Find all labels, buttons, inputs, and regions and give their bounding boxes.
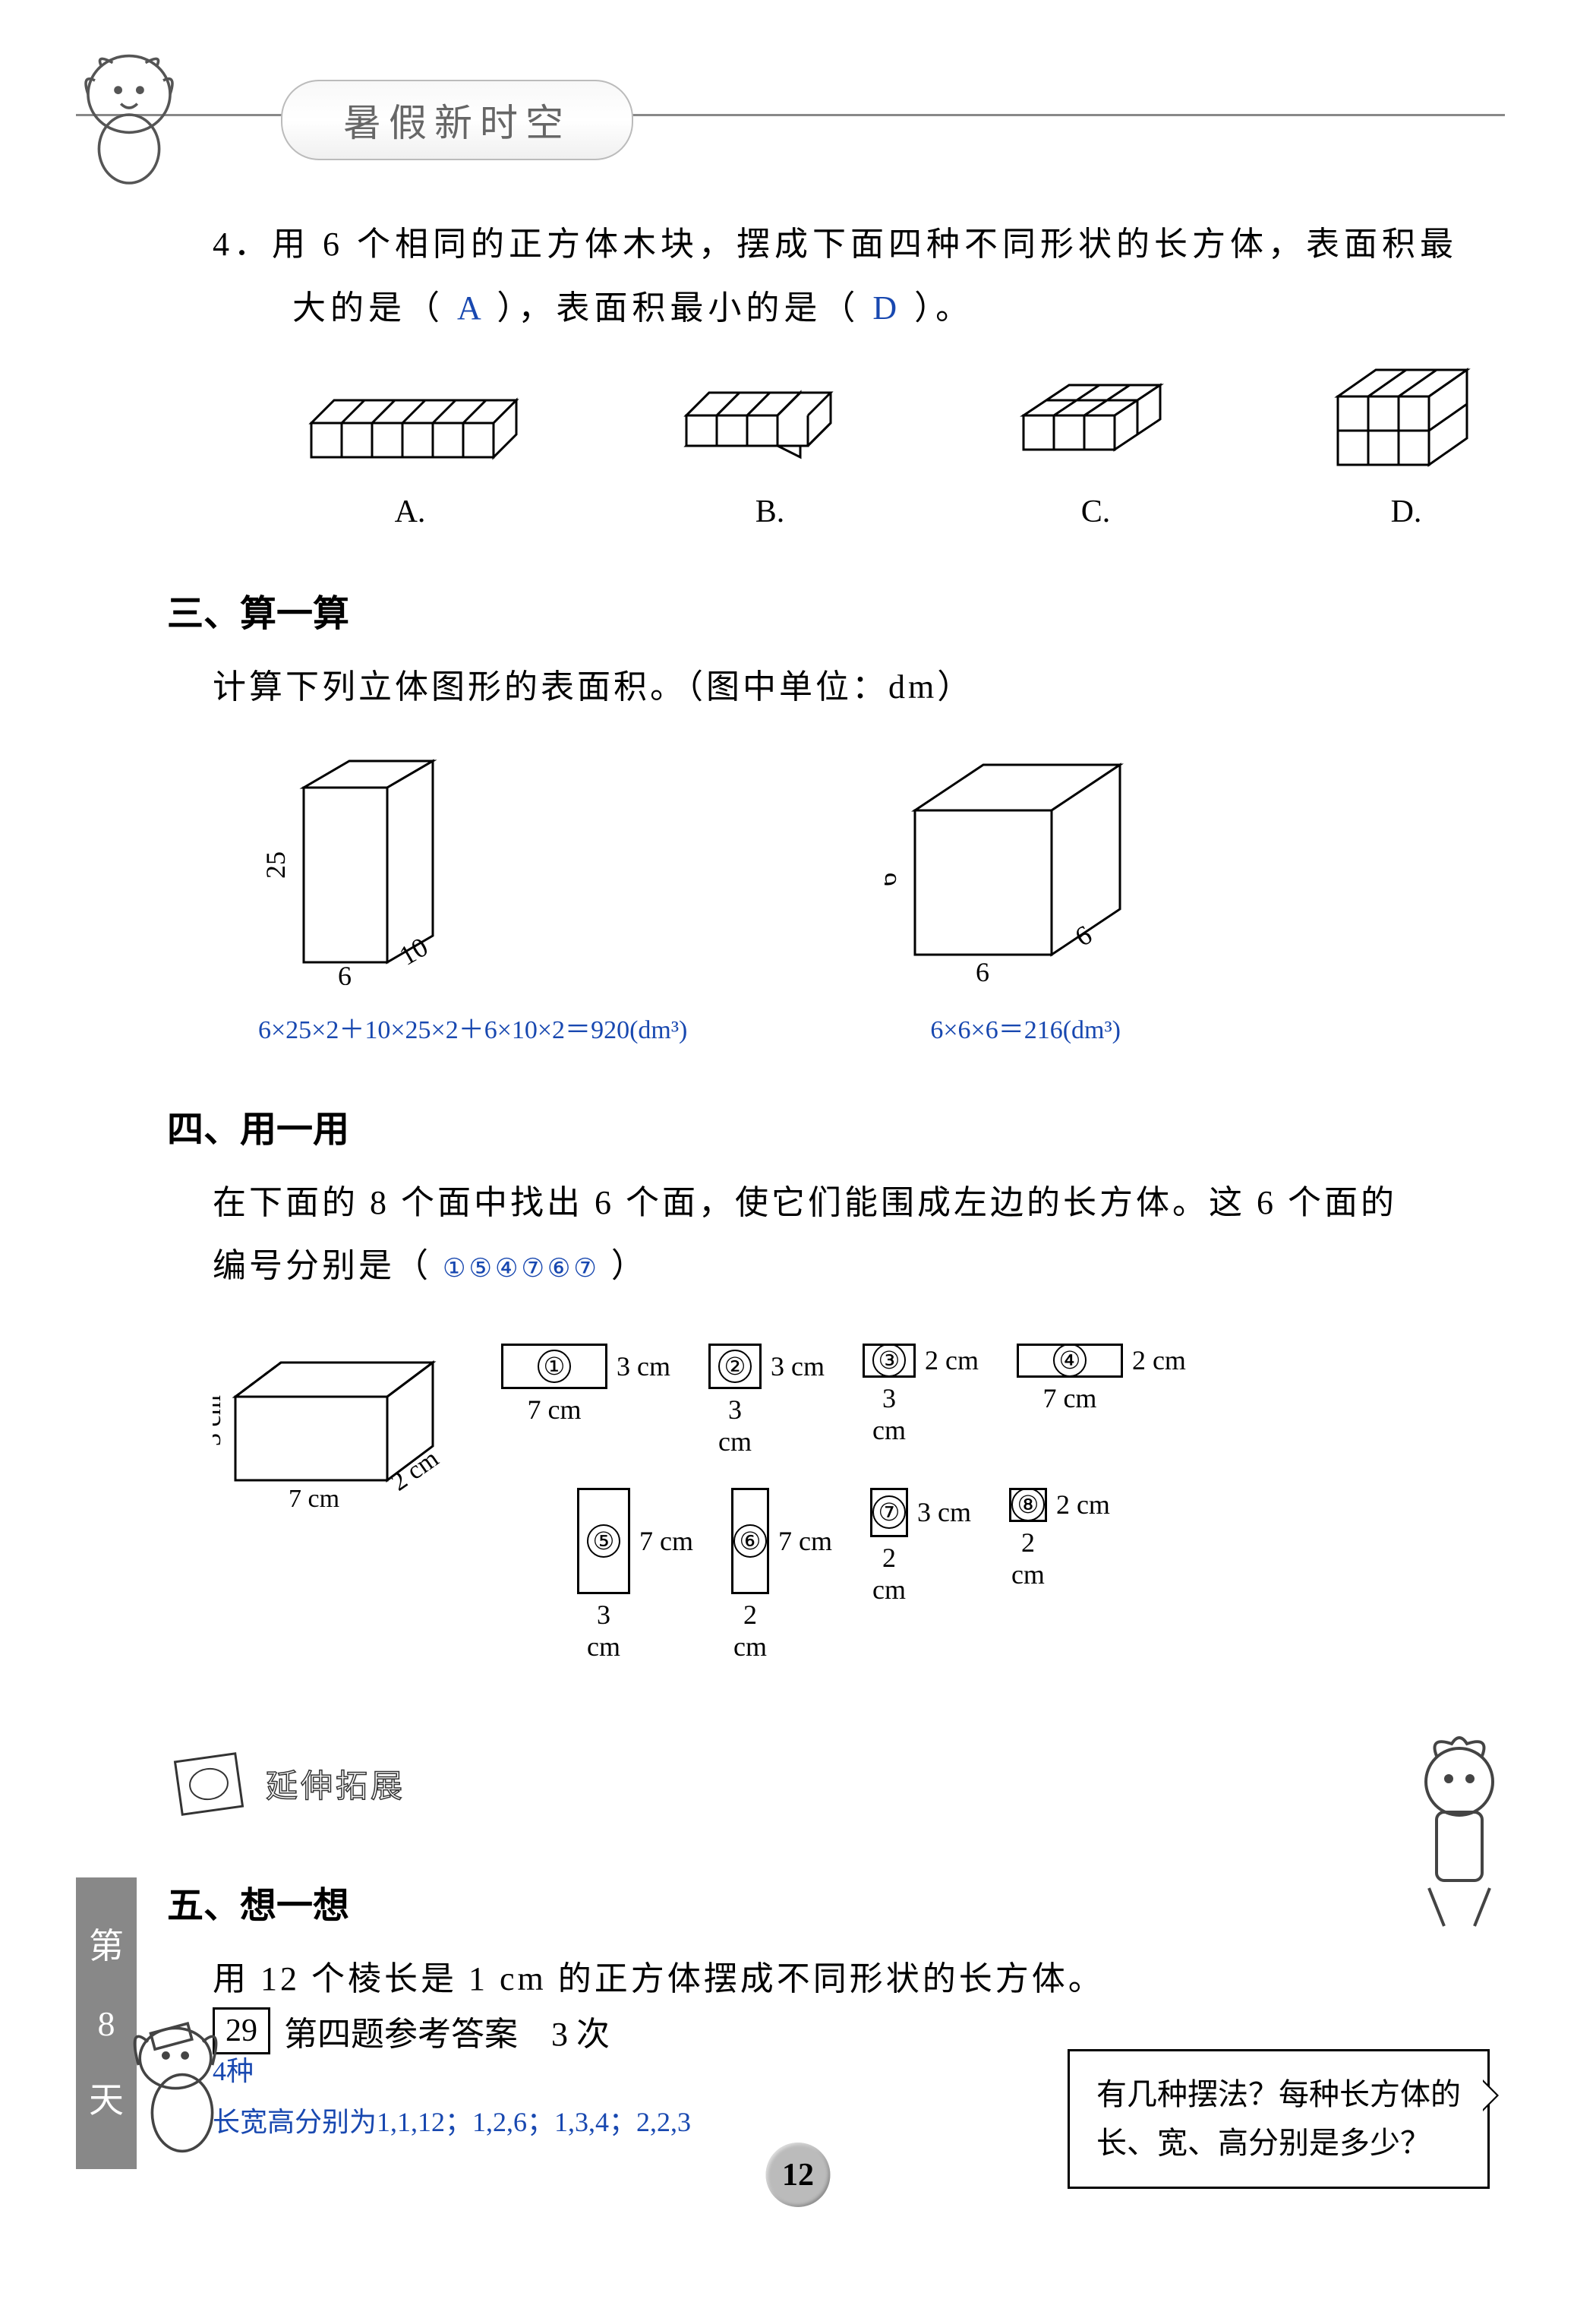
- s5-prompt: 用 12 个棱长是 1 cm 的正方体摆成不同形状的长方体。: [213, 1947, 1490, 2011]
- choice-d-label: D.: [1323, 494, 1490, 530]
- q4-l2b: ），表面积最小的是（: [497, 289, 860, 327]
- cuboid-1-icon: 25 10 6: [258, 750, 486, 985]
- s5-ans2: 长宽高分别为1,1,12；1,2,6；1,3,4；2,2,3: [213, 2100, 691, 2139]
- faces-problem: 3 cm 7 cm 2 cm ①3 cm7 cm ②3 cm3 cm ③2 cm3 …: [213, 1344, 1490, 1693]
- section-4-title: 四、用一用: [167, 1099, 1490, 1152]
- cuboid-d-icon: [1323, 362, 1490, 476]
- book-title: 暑假新时空: [281, 80, 633, 160]
- dim-h: 25: [260, 851, 291, 879]
- calc2-expr: 6×6×6＝: [930, 1016, 1024, 1044]
- choice-b-label: B.: [671, 494, 869, 530]
- bubble-mascot-group: 有几种摆法？每种长方体的 长、宽、高分别是多少？: [1068, 2049, 1490, 2189]
- choice-b: B.: [671, 377, 869, 530]
- chef-mascot-icon: [1383, 1729, 1535, 1941]
- face-5: ⑤7 cm3 cm: [577, 1488, 693, 1663]
- section-3-title: 三、算一算: [167, 583, 1490, 636]
- choice-a-label: A.: [289, 494, 531, 530]
- q4-l2a: 大的是（: [292, 289, 444, 327]
- day-1: 第: [87, 1908, 125, 1985]
- q4-line1: 用 6 个相同的正方体木块，摆成下面四种不同形状的长方体，表面积最: [272, 226, 1458, 263]
- frame-mascot-icon: [167, 1746, 251, 1822]
- cuboid-b-icon: [671, 377, 869, 476]
- q4-number: 4．: [213, 226, 272, 263]
- s4-l2b: ）: [611, 1247, 648, 1284]
- bubble-l2: 长、宽、高分别是多少？: [1096, 2119, 1461, 2168]
- cuboid-h: 3 cm: [213, 1395, 226, 1446]
- q4-choices: A.: [213, 362, 1490, 530]
- lion-mascot-icon: [61, 46, 197, 197]
- page-number: 12: [766, 2143, 831, 2207]
- cube-icon: 6 6 6: [885, 750, 1143, 985]
- q4-ans-a: A: [457, 289, 484, 327]
- face-6: ⑥7 cm2 cm: [731, 1488, 832, 1663]
- face-4: ④2 cm7 cm: [1017, 1344, 1186, 1414]
- calc2-val: 216(dm³): [1024, 1016, 1121, 1044]
- speech-bubble: 有几种摆法？每种长方体的 长、宽、高分别是多少？: [1068, 2049, 1490, 2189]
- ext-text: 延伸拓展: [266, 1760, 405, 1807]
- cube-a: 6: [976, 957, 989, 985]
- calc1-expr: 6×25×2＋10×25×2＋6×10×2＝: [258, 1016, 591, 1044]
- cuboid-l: 7 cm: [289, 1485, 339, 1513]
- faces-row-1: ①3 cm7 cm ②3 cm3 cm ③2 cm3 cm ④2 cm7 cm: [501, 1344, 1490, 1457]
- section-3-prompt: 计算下列立体图形的表面积。（图中单位：dm）: [213, 655, 1490, 719]
- choice-d: D.: [1323, 362, 1490, 530]
- dim-w: 6: [338, 961, 352, 985]
- s5-answers: 4种 长宽高分别为1,1,12；1,2,6；1,3,4；2,2,3: [213, 2049, 691, 2139]
- target-cuboid: 3 cm 7 cm 2 cm: [213, 1344, 456, 1549]
- content-area: 4．用 6 个相同的正方体木块，摆成下面四种不同形状的长方体，表面积最 大的是（…: [213, 213, 1490, 2189]
- s5-row: 4种 长宽高分别为1,1,12；1,2,6；1,3,4；2,2,3 有几种摆法？…: [213, 2049, 1490, 2189]
- s4-line1: 在下面的 8 个面中找出 6 个面，使它们能围成左边的长方体。这 6 个面的: [213, 1171, 1490, 1235]
- face-2: ②3 cm3 cm: [708, 1344, 825, 1457]
- q4-ans-b: D: [872, 289, 901, 327]
- footer-ref: 29 第四题参考答案 3 次: [213, 2007, 610, 2055]
- ref-text: 第四题参考答案 3 次: [284, 2007, 610, 2055]
- face-7: ⑦3 cm2 cm: [870, 1488, 971, 1606]
- q4-line2: 大的是（ A ），表面积最小的是（ D ）。: [213, 276, 1490, 340]
- calc-ans-2: 6×6×6＝216(dm³): [930, 1009, 1143, 1046]
- choice-c: C.: [1008, 377, 1183, 530]
- dog-mascot-icon: [114, 2002, 251, 2169]
- choice-a: A.: [289, 393, 531, 530]
- s4-l2a: 编号分别是（: [213, 1247, 431, 1284]
- face-1: ①3 cm7 cm: [501, 1344, 670, 1426]
- calc-ans-1: 6×25×2＋10×25×2＋6×10×2＝920(dm³): [258, 1009, 687, 1046]
- cuboid-c-icon: [1008, 377, 1183, 476]
- calc1-val: 920(dm³): [591, 1016, 687, 1044]
- calc-row: 25 10 6 6×25×2＋10×25×2＋6×10×2＝920(dm³) 6: [213, 750, 1490, 1046]
- faces-grid: ①3 cm7 cm ②3 cm3 cm ③2 cm3 cm ④2 cm7 cm ⑤7 …: [501, 1344, 1490, 1693]
- choice-c-label: C.: [1008, 494, 1183, 530]
- q4-text: 4．用 6 个相同的正方体木块，摆成下面四种不同形状的长方体，表面积最: [213, 213, 1490, 276]
- section-5-title: 五、想一想: [167, 1875, 1490, 1928]
- q4-l2c: ）。: [914, 289, 973, 327]
- face-8: ⑧2 cm2 cm: [1009, 1488, 1110, 1590]
- bubble-l1: 有几种摆法？每种长方体的: [1096, 2070, 1461, 2119]
- faces-row-2: ⑤7 cm3 cm ⑥7 cm2 cm ⑦3 cm2 cm ⑧2 cm2 cm: [577, 1488, 1490, 1663]
- calc-item-2: 6 6 6 6×6×6＝216(dm³): [885, 750, 1143, 1046]
- cuboid-a-icon: [289, 393, 531, 476]
- cube-c: 6: [885, 873, 902, 886]
- extension-banner: 延伸拓展: [167, 1746, 1490, 1822]
- s4-line2: 编号分别是（ ①⑤④⑦⑥⑦ ）: [213, 1234, 1490, 1298]
- s4-ans: ①⑤④⑦⑥⑦: [443, 1255, 600, 1283]
- page-root: 暑假新时空 4．用 6 个相同的正方体木块，摆成下面四种不同形状的长方体，表面积…: [0, 0, 1596, 2321]
- face-3: ③2 cm3 cm: [863, 1344, 979, 1446]
- calc-item-1: 25 10 6 6×25×2＋10×25×2＋6×10×2＝920(dm³): [258, 750, 687, 1046]
